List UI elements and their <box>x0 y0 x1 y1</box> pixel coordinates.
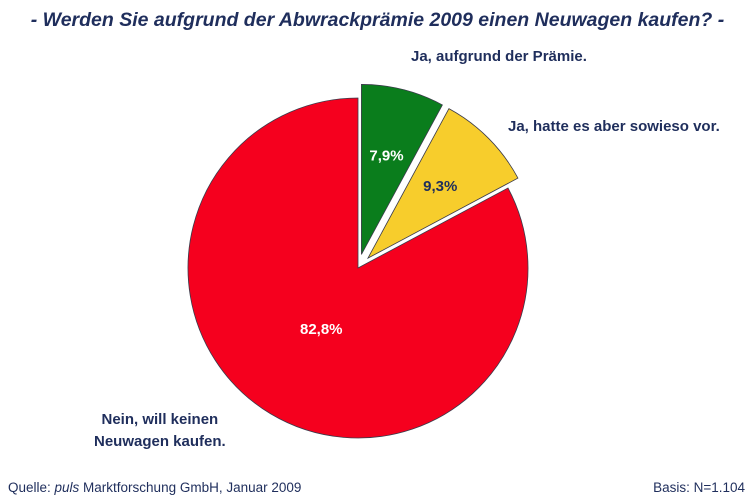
pie-slice-2 <box>187 97 529 439</box>
legend-label-ja-praemie: Ja, aufgrund der Prämie. <box>411 48 587 65</box>
chart-title: - Werden Sie aufgrund der Abwrackprämie … <box>30 9 725 31</box>
pie-slice-1 <box>366 108 519 260</box>
slice-value-label-2: 82,8% <box>300 321 343 338</box>
source-rest: Marktforschung GmbH, Januar 2009 <box>79 480 302 495</box>
legend-label-ja-sowieso: Ja, hatte es aber sowieso vor. <box>508 118 720 135</box>
pie-slice-0 <box>361 84 443 255</box>
basis-note: Basis: N=1.104 <box>653 480 745 495</box>
source-italic: puls <box>54 480 80 495</box>
slice-value-label-0: 7,9% <box>369 148 403 165</box>
source-prefix: Quelle: <box>8 480 55 495</box>
legend-label-nein-line1: Nein, will keinen <box>101 411 219 428</box>
slice-value-label-1: 9,3% <box>423 178 457 195</box>
source-note: Quelle: puls Marktforschung GmbH, Januar… <box>8 480 301 495</box>
legend-label-nein-line2: Neuwagen kaufen. <box>94 433 226 450</box>
legend-label-nein: Nein, will keinen Neuwagen kaufen. <box>94 409 226 453</box>
